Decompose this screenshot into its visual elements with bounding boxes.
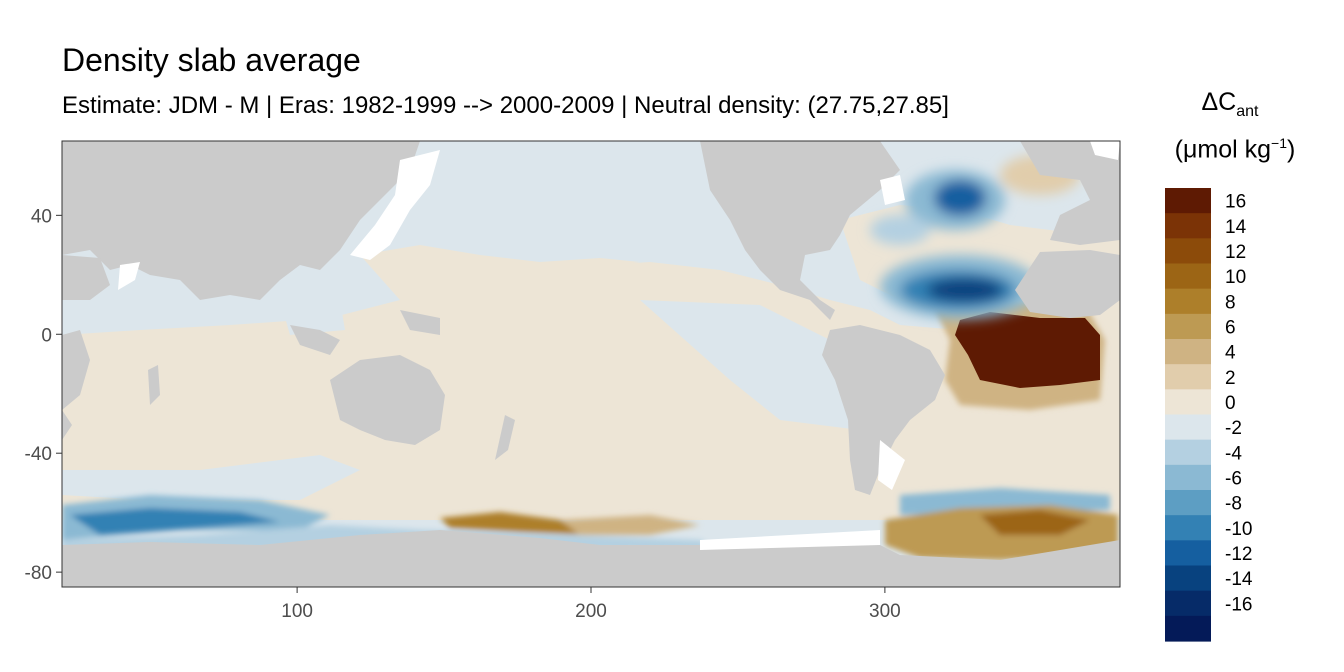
ross-sea-positive: [440, 512, 590, 535]
chart-subtitle: Estimate: JDM - M | Eras: 1982-1999 --> …: [62, 92, 949, 119]
ice-hudson: [880, 175, 905, 205]
northeast-atlantic-blue: [870, 215, 930, 245]
legend-label: -2: [1225, 418, 1242, 439]
legend-subscript: ant: [1236, 103, 1259, 120]
legend-swatch: [1165, 439, 1211, 466]
chart-title: Density slab average: [62, 42, 361, 78]
legend-swatch: [1165, 339, 1211, 365]
ice-arctic-pacific: [350, 150, 440, 260]
legend-label: 6: [1225, 317, 1236, 338]
land-asia: [62, 141, 420, 300]
land-north-america: [700, 141, 900, 320]
ice-asia-coast: [118, 262, 140, 290]
legend-unit-suffix: ): [1287, 135, 1296, 164]
legend-swatch: [1165, 238, 1211, 265]
y-axis: 40 0 -40 -80: [25, 206, 62, 584]
legend-swatch: [1165, 288, 1211, 315]
legend-swatch: [1165, 313, 1211, 340]
weddell-core: [980, 510, 1090, 535]
southern-negative-band-dark: [70, 508, 280, 535]
legend-label: 8: [1225, 292, 1236, 313]
legend-swatch: [1165, 188, 1211, 214]
ross-sea-light: [560, 515, 700, 535]
x-tick-label: 100: [281, 601, 313, 622]
legend-label: 2: [1225, 368, 1236, 389]
legend-swatch: [1165, 364, 1211, 390]
land-new-zealand: [495, 415, 515, 460]
legend-label: 14: [1225, 217, 1247, 238]
legend-title-symbol: ΔCant: [1160, 88, 1300, 121]
legend-swatch: [1165, 540, 1211, 567]
legend-label: -16: [1225, 594, 1252, 615]
blue-pocket-pacific: [640, 300, 905, 430]
ice: [118, 141, 1120, 550]
legend-swatch: [1165, 263, 1211, 290]
x-tick-label: 200: [575, 601, 607, 622]
map-panel: [62, 141, 1120, 587]
legend-label: -6: [1225, 468, 1242, 489]
legend-label: -10: [1225, 519, 1252, 540]
legend-swatch: [1165, 590, 1211, 617]
labrador-negative-core: [934, 180, 986, 216]
legend-label: 4: [1225, 343, 1236, 364]
legend-label: -8: [1225, 494, 1242, 515]
atlantic-positive-core: [955, 312, 1100, 388]
legend-label: -4: [1225, 443, 1242, 464]
y-tick-label: 40: [31, 206, 52, 227]
legend-label: -14: [1225, 569, 1253, 590]
legend-swatch: [1165, 464, 1211, 491]
land-new-guinea: [400, 310, 440, 335]
land-indonesia: [290, 325, 340, 355]
legend-symbol: ΔC: [1201, 88, 1237, 116]
blue-pocket-south: [62, 455, 360, 500]
land-africa-south: [62, 330, 90, 410]
y-tick-label: 0: [41, 325, 52, 346]
legend-swatch: [1165, 490, 1211, 516]
legend-unit-exponent: −1: [1271, 135, 1287, 151]
tan-zero-region-pacific: [360, 245, 640, 300]
legend-swatch: [1165, 414, 1211, 441]
ice-antarctic-edge: [700, 530, 880, 550]
legend-label: 10: [1225, 267, 1246, 288]
legend-swatch: [1165, 615, 1211, 642]
legend-swatch: [1165, 213, 1211, 239]
legend-swatch: [1165, 565, 1211, 592]
x-tick-label: 300: [869, 601, 901, 622]
land-arabia: [62, 255, 110, 300]
legend-colorbar: 16 14 12 10 8 6 4 2 0 -2 -4 -6 -8 -10 -12 -14 -16: [1165, 188, 1253, 642]
legend-swatch: [1165, 515, 1211, 541]
legend-label: 12: [1225, 242, 1246, 263]
ice-patagonia: [878, 440, 905, 490]
land-southern-africa: [62, 410, 72, 440]
legend-label: 16: [1225, 192, 1246, 213]
land-australia: [330, 355, 445, 445]
land-africa: [1015, 250, 1120, 318]
na-negative-core: [927, 278, 1003, 302]
land-south-america: [822, 325, 945, 495]
legend-swatch: [1165, 389, 1211, 416]
legend-label: -12: [1225, 544, 1252, 565]
legend-label: 0: [1225, 393, 1236, 414]
ice-north-atlantic: [1090, 141, 1120, 160]
y-tick-label: -40: [25, 444, 52, 465]
land-madagascar: [148, 365, 160, 405]
land: [62, 141, 1120, 587]
land-europe: [1020, 141, 1120, 245]
y-tick-label: -80: [25, 563, 52, 584]
x-axis: 100 200 300: [281, 587, 901, 622]
land-antarctica: [62, 530, 1120, 587]
legend-title-unit: (μmol kg−1): [1150, 135, 1320, 164]
legend-unit-prefix: (μmol kg: [1174, 135, 1272, 164]
